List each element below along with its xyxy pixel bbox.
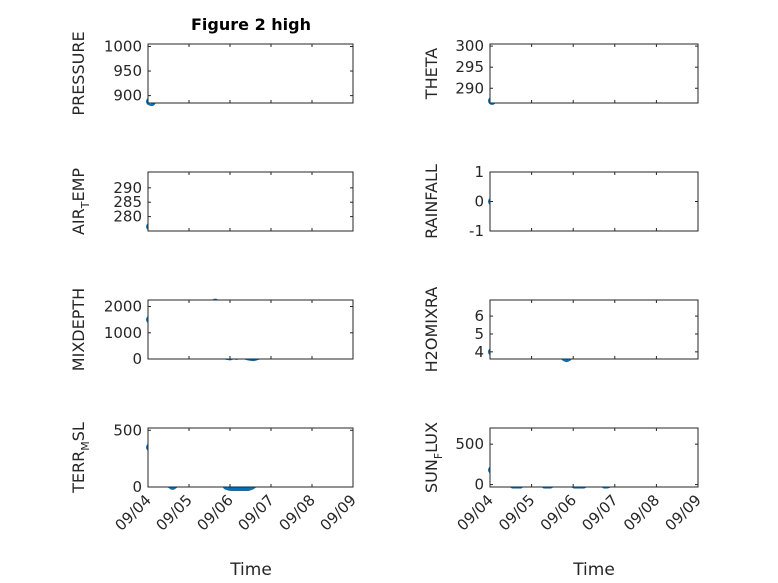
y-tick-label: 1000 — [104, 37, 142, 55]
y-tick-label: 500 — [113, 421, 142, 439]
y-tick-label: -1 — [469, 222, 484, 240]
y-tick-label: 0 — [474, 476, 484, 494]
y-tick-label: 290 — [455, 79, 484, 97]
panel-pressure: 900 950 1000 PRESSURE — [69, 31, 354, 116]
x-tick-label: 09/06 — [194, 491, 237, 534]
y-tick-label: 290 — [113, 179, 142, 197]
y-tick-label: 950 — [113, 62, 142, 80]
x-axis-label-left: Time — [229, 560, 272, 580]
x-tick-label: 09/04 — [112, 491, 155, 534]
y-axis-label: AIRTEMP — [69, 168, 92, 235]
axes-box — [147, 171, 354, 232]
axes-box — [147, 427, 354, 488]
axes-box — [147, 43, 354, 104]
x-tick-label: 09/08 — [276, 491, 319, 534]
y-axis-label: RAINFALL — [422, 164, 441, 239]
y-axis-label: PRESSURE — [69, 31, 88, 115]
x-tick-label: 09/06 — [537, 491, 580, 534]
x-tick-label: 09/05 — [153, 491, 196, 534]
axes-box — [147, 299, 354, 360]
x-tick-label: 09/07 — [235, 491, 278, 534]
panel-h2omixra: 456 H2OMIXRA — [422, 287, 699, 373]
y-tick-label: 0 — [132, 350, 142, 368]
y-tick-label: 6 — [474, 307, 484, 325]
y-axis-label: TERRMSL — [69, 422, 92, 494]
x-tick-label: 09/08 — [620, 491, 663, 534]
y-tick-label: 4 — [474, 343, 484, 361]
x-tick-label: 09/09 — [317, 491, 360, 534]
x-tick-label: 09/05 — [495, 491, 538, 534]
x-tick-label: 09/04 — [454, 491, 497, 534]
y-tick-label: 1000 — [104, 324, 142, 342]
axes-box — [489, 171, 699, 232]
y-tick-label: 285 — [113, 193, 142, 211]
y-tick-label: 0 — [474, 193, 484, 211]
y-tick-label: 900 — [113, 87, 142, 105]
y-tick-label: 500 — [455, 435, 484, 453]
panel-rainfall: -1 0 1 RAINFALL — [422, 163, 699, 240]
y-tick-label: 1 — [474, 163, 484, 181]
axes-box — [489, 43, 699, 104]
x-axis-label-right: Time — [572, 560, 615, 580]
y-tick-label: 2000 — [104, 298, 142, 316]
figure-title: Figure 2 high — [191, 15, 311, 34]
y-tick-label: 0 — [132, 478, 142, 496]
y-axis-label: MIXDEPTH — [69, 288, 88, 371]
y-tick-label: 300 — [455, 37, 484, 55]
axes-box — [489, 299, 699, 360]
y-tick-label: 295 — [455, 58, 484, 76]
axes-box — [489, 427, 699, 488]
y-axis-label: H2OMIXRA — [422, 287, 441, 373]
y-tick-label: 280 — [113, 208, 142, 226]
y-axis-label: SUNFLUX — [422, 422, 445, 493]
x-tick-label: 09/09 — [662, 491, 705, 534]
panel-mixdepth: 0 1000 2000 MIXDEPTH — [69, 288, 354, 371]
y-tick-label: 5 — [474, 325, 484, 343]
panel-theta: 290 295 300 THETA — [422, 37, 699, 105]
y-axis-label: THETA — [422, 48, 441, 100]
x-tick-label: 09/07 — [578, 491, 621, 534]
